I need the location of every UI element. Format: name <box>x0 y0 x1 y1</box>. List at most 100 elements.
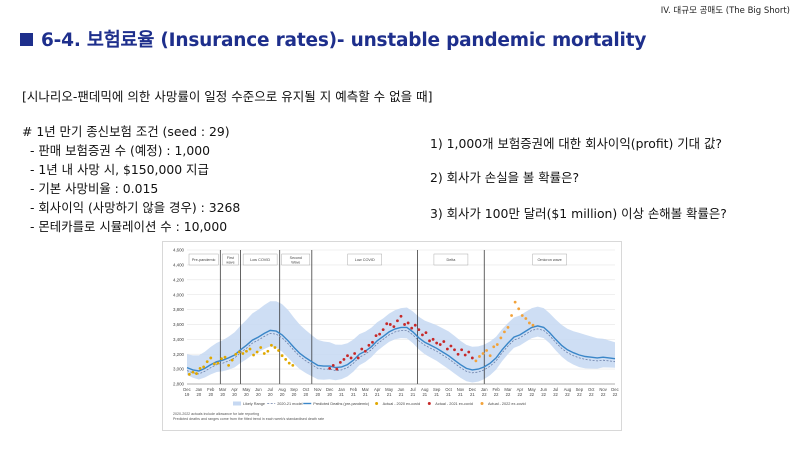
actual-2020-point <box>280 354 284 358</box>
x-tick-month: Mar <box>504 387 512 392</box>
actual-2021-point <box>328 366 332 370</box>
y-tick-label: 3,400 <box>173 337 185 342</box>
x-tick-month: Jan <box>196 387 203 392</box>
x-tick-month: Oct <box>445 387 452 392</box>
condition-item: - 기본 사망비율 : 0.015 <box>30 181 159 196</box>
x-tick-year: 21 <box>470 392 475 397</box>
y-tick-label: 3,600 <box>173 322 185 327</box>
actual-2021-point <box>463 353 467 357</box>
x-tick-month: Nov <box>599 387 607 392</box>
x-tick-month: Dec <box>469 387 476 392</box>
actual-2021-point <box>424 331 428 335</box>
x-tick-year: 21 <box>446 392 451 397</box>
x-tick-year: 21 <box>434 392 439 397</box>
actual-2020-point <box>187 372 191 376</box>
actual-2020-point <box>205 360 209 364</box>
x-tick-year: 20 <box>244 392 249 397</box>
x-tick-month: Jan <box>481 387 488 392</box>
title-row: 6-4. 보험료율 (Insurance rates)- unstable pa… <box>20 26 646 52</box>
condition-item: - 회사이익 (사망하기 않을 경우) : 3268 <box>30 200 241 215</box>
actual-2020-point <box>241 352 245 355</box>
x-tick-year: 22 <box>529 392 534 397</box>
legend-label: Actual - 2020 ex-covid <box>383 402 421 406</box>
phase-label-box <box>281 253 311 266</box>
actual-2020-point <box>277 349 280 352</box>
actual-2021-point <box>428 339 431 343</box>
actual-2021-point <box>335 367 339 371</box>
y-tick-label: 3,200 <box>173 352 185 357</box>
x-tick-year: 22 <box>494 392 499 397</box>
actual-2020-point <box>245 349 248 353</box>
actual-2022-point <box>528 321 531 325</box>
actual-2021-point <box>385 322 389 326</box>
x-tick-month: Apr <box>517 387 524 392</box>
actual-2020-point <box>216 361 220 365</box>
actual-2021-point <box>338 361 342 364</box>
x-tick-month: Feb <box>207 387 215 392</box>
x-tick-month: Oct <box>303 387 310 392</box>
actual-2020-point <box>287 361 291 365</box>
phase-label-box <box>242 253 278 266</box>
x-tick-year: 20 <box>304 392 309 397</box>
y-tick-label: 4,600 <box>173 248 185 253</box>
actual-2020-point <box>262 352 266 355</box>
legend-label: Actual - 2022 ex-covid <box>488 402 526 406</box>
y-tick-label: 4,000 <box>173 292 185 297</box>
actual-2021-point <box>371 340 374 344</box>
actual-2021-point <box>331 363 335 367</box>
legend-label: 2020-21 model <box>277 402 302 406</box>
actual-2022-point <box>474 359 478 363</box>
actual-2022-point <box>517 307 521 311</box>
x-tick-month: Nov <box>457 387 465 392</box>
actual-2021-point <box>453 348 456 352</box>
x-tick-year: 21 <box>339 392 344 397</box>
x-tick-year: 21 <box>399 392 404 397</box>
phase-label: Low COVID <box>355 258 375 262</box>
x-tick-month: Jun <box>540 387 547 392</box>
x-tick-month: Sep <box>290 387 298 392</box>
x-tick-year: 20 <box>327 392 332 397</box>
actual-2020-point <box>252 353 255 357</box>
likely-range-band <box>187 301 615 383</box>
x-tick-year: 22 <box>577 392 582 397</box>
x-tick-month: Dec <box>183 387 190 392</box>
x-tick-year: 22 <box>482 392 487 397</box>
condition-item: - 1년 내 사망 시, $150,000 지급 <box>30 162 209 177</box>
x-tick-month: Apr <box>231 387 238 392</box>
actual-2021-point <box>349 356 353 360</box>
slide-title: 6-4. 보험료율 (Insurance rates)- unstable pa… <box>41 30 647 51</box>
actual-2021-point <box>353 352 357 355</box>
x-tick-year: 20 <box>256 392 261 397</box>
x-tick-month: Nov <box>314 387 322 392</box>
x-tick-month: Mar <box>219 387 227 392</box>
actual-2022-point <box>488 354 492 358</box>
x-tick-month: Oct <box>588 387 595 392</box>
conditions-list: # 1년 만기 종신보험 조건 (seed : 29) - 판매 보험증권 수 … <box>22 122 240 236</box>
x-tick-year: 20 <box>315 392 320 397</box>
actual-2021-point <box>399 314 403 318</box>
actual-2020-point <box>195 372 198 375</box>
y-tick-label: 3,800 <box>173 307 185 312</box>
x-tick-month: Feb <box>493 387 501 392</box>
x-tick-year: 20 <box>220 392 225 397</box>
legend-swatch-dot <box>375 402 379 405</box>
section-tag: IV. 대규모 공매도 (The Big Short) <box>660 6 790 16</box>
x-tick-year: 22 <box>601 392 606 397</box>
x-tick-month: Jul <box>268 387 273 392</box>
x-tick-month: Dec <box>611 387 618 392</box>
actual-2021-point <box>363 349 367 353</box>
chart-note: Predicted deaths and ranges come from th… <box>173 417 324 421</box>
actual-2021-point <box>442 340 446 343</box>
x-tick-year: 22 <box>589 392 594 397</box>
x-tick-year: 21 <box>387 392 392 397</box>
x-tick-month: Aug <box>421 387 429 392</box>
actual-2022-point <box>513 300 517 304</box>
x-tick-month: Sep <box>576 387 584 392</box>
actual-2020-point <box>266 349 270 353</box>
actual-2021-point <box>403 323 406 326</box>
actual-2021-point <box>445 347 449 351</box>
phase-label: Omicron wave <box>537 258 561 262</box>
legend-swatch-dot <box>427 402 431 405</box>
actual-2020-point <box>227 363 231 367</box>
actual-2020-point <box>212 362 216 366</box>
